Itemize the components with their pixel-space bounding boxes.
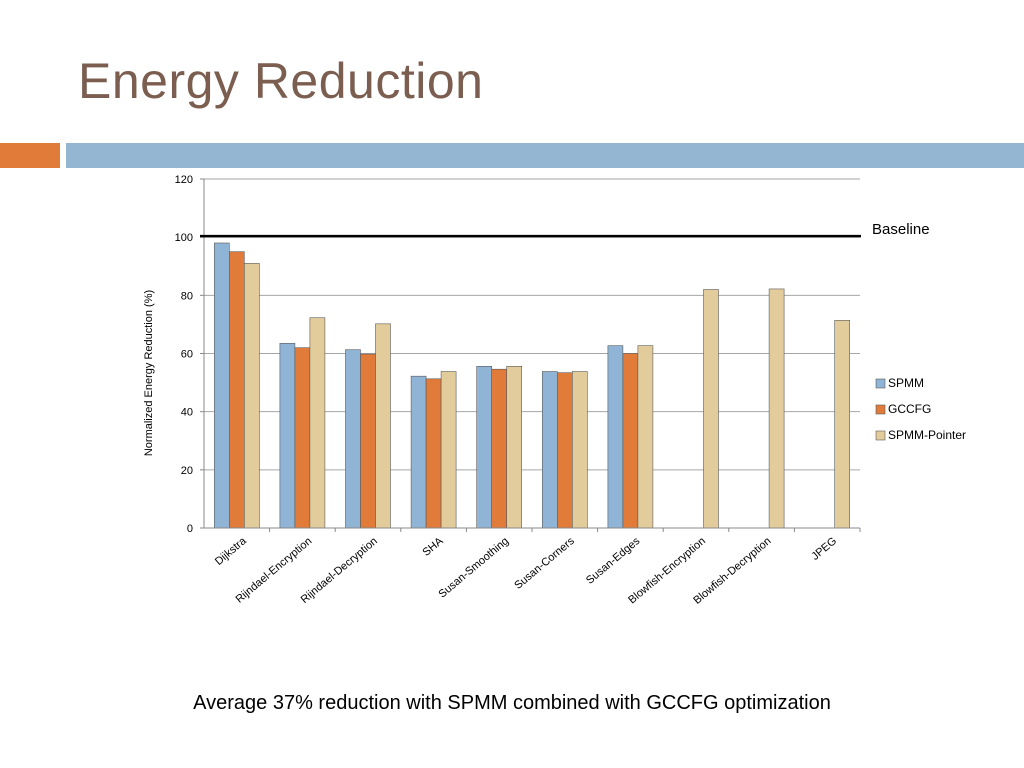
bar-spmm-pointer-blowfish-decryption <box>768 288 785 529</box>
legend-label-gccfg: GCCFG <box>888 402 931 416</box>
slide-title: Energy Reduction <box>78 53 484 109</box>
y-tick-labels: 0 20 40 60 80 100 120 <box>175 174 193 535</box>
baseline-label: Baseline <box>872 221 930 238</box>
bar-spmm-susan-edges <box>607 345 624 529</box>
bar-gccfg-dijkstra <box>229 251 245 529</box>
accent-bar-orange <box>0 143 60 168</box>
x-tick-label: JPEG <box>809 535 839 563</box>
bar-gccfg-rijndael-encryption <box>294 347 311 529</box>
y-tick-label: 0 <box>187 523 193 535</box>
bar-spmm-pointer-susan-edges <box>637 345 654 529</box>
bar-spmm-dijkstra <box>214 242 230 529</box>
bar-gccfg-susan-corners <box>556 372 573 529</box>
bar-spmm-pointer-blowfish-encryption <box>703 289 719 529</box>
bar-spmm-susan-smoothing <box>476 365 493 529</box>
bar-gccfg-susan-edges <box>622 353 639 529</box>
x-tick-label: Dijkstra <box>213 535 249 568</box>
x-tick-label: SHA <box>420 535 446 559</box>
legend-swatch-spmm <box>875 378 886 389</box>
bar-spmm-susan-corners <box>541 371 558 529</box>
legend-swatch-gccfg <box>875 404 886 415</box>
bar-spmm-pointer-susan-smoothing <box>506 365 523 529</box>
x-tick-labels: DijkstraRijndael-EncryptionRijndael-Decr… <box>213 535 839 607</box>
legend-swatch-spmm-pointer <box>875 430 886 441</box>
bar-spmm-rijndael-encryption <box>279 343 296 529</box>
bar-spmm-pointer-jpeg <box>834 320 851 529</box>
bar-spmm-pointer-susan-corners <box>571 371 588 529</box>
bar-spmm-rijndael-decryption <box>345 349 361 529</box>
y-tick-label: 40 <box>181 407 193 419</box>
accent-bar-blue <box>66 143 1024 168</box>
legend-label-spmm-pointer: SPMM-Pointer <box>888 428 966 442</box>
bars-layer <box>214 242 851 529</box>
bar-gccfg-susan-smoothing <box>491 368 508 529</box>
bar-spmm-pointer-rijndael-encryption <box>309 317 326 529</box>
y-tick-label: 60 <box>181 349 193 361</box>
bar-spmm-pointer-sha <box>440 371 457 529</box>
y-axis-label: Normalized Energy Reduction (%) <box>143 290 155 456</box>
legend-label-spmm: SPMM <box>888 376 924 390</box>
bar-spmm-pointer-rijndael-decryption <box>375 323 391 529</box>
bar-gccfg-sha <box>425 378 442 529</box>
bar-gccfg-rijndael-decryption <box>360 353 376 529</box>
x-tick-label: Susan-Smoothing <box>436 535 511 600</box>
y-tick-label: 80 <box>181 290 193 302</box>
bar-spmm-pointer-dijkstra <box>244 263 260 529</box>
y-tick-label: 120 <box>175 174 193 186</box>
y-tick-label: 100 <box>175 232 193 244</box>
energy-reduction-chart: 0 20 40 60 80 100 120 DijkstraRijndael-Encrypt… <box>143 174 966 607</box>
x-tick-label: Susan-Corners <box>512 535 577 592</box>
bar-spmm-sha <box>410 375 427 529</box>
y-tick-label: 20 <box>181 465 193 477</box>
legend: SPMM GCCFG SPMM-Pointer <box>875 376 966 442</box>
x-tick-label: Susan-Edges <box>584 535 643 587</box>
slide-caption: Average 37% reduction with SPMM combined… <box>193 692 831 714</box>
